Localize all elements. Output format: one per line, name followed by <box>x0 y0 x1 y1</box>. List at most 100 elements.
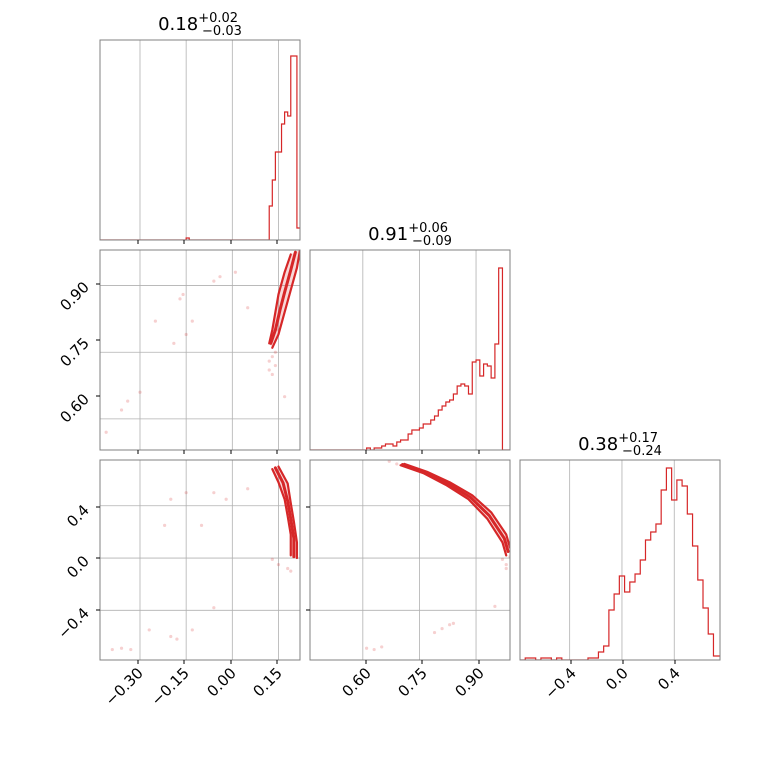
sample-point <box>273 350 277 354</box>
sample-point <box>276 562 281 567</box>
sample-point <box>246 487 250 491</box>
tick-marks <box>96 240 676 664</box>
sample-point <box>212 606 216 610</box>
title-z: 0.38+0.17 −0.24 <box>578 431 662 459</box>
panel-z-histogram-grid <box>569 460 675 660</box>
sample-point <box>178 297 182 301</box>
sample-point <box>283 395 287 399</box>
panel-z-histogram-frame <box>519 459 721 661</box>
sample-point <box>448 623 452 627</box>
sample-point <box>286 566 290 571</box>
sample-point <box>163 523 167 527</box>
sample-point <box>246 306 250 310</box>
sample-point <box>267 359 271 363</box>
sample-point <box>172 341 176 345</box>
sample-point <box>432 630 437 635</box>
panel-x-histogram-grid <box>139 40 279 240</box>
xtick-label-col1-1: 0.75 <box>394 664 430 700</box>
panel-z-histogram-bars <box>520 467 720 660</box>
panel-z-vs-y <box>309 459 511 661</box>
ytick-label-row1-0: 0.90 <box>56 278 92 314</box>
contour-line-mid <box>273 466 296 559</box>
sample-point <box>104 430 108 434</box>
sample-point <box>169 497 173 501</box>
panel-z-vs-y-data <box>365 460 510 652</box>
sample-point <box>267 368 271 372</box>
sample-point <box>493 604 497 609</box>
xtick-label-col2-1: 0.0 <box>602 664 632 694</box>
sample-point <box>365 646 369 650</box>
sample-point <box>289 569 293 573</box>
sample-point <box>110 647 114 652</box>
sample-point <box>184 491 188 495</box>
sample-point <box>270 372 274 377</box>
xtick-label-col1-2: 0.90 <box>451 664 487 700</box>
sample-point <box>233 270 237 274</box>
contour-line-left <box>271 468 292 557</box>
sample-point <box>440 627 444 631</box>
sample-point <box>273 363 277 368</box>
sample-point <box>500 557 505 561</box>
panel-y-histogram-frame <box>309 249 511 451</box>
panel-x-histogram <box>99 39 301 241</box>
sample-point <box>387 460 391 463</box>
panel-z-vs-x <box>99 459 301 661</box>
sample-point <box>190 319 194 323</box>
sample-point <box>218 275 222 279</box>
xtick-label-col1-0: 0.60 <box>338 664 374 700</box>
histogram-step-line <box>520 467 720 660</box>
panel-z-vs-y-grid <box>310 460 510 660</box>
panel-y-vs-x-frame <box>99 249 301 451</box>
panel-z-vs-x-data <box>110 465 299 652</box>
title-x: 0.18+0.02 −0.03 <box>158 11 242 39</box>
sample-point <box>119 646 124 650</box>
sample-point <box>212 491 216 495</box>
title-y: 0.91+0.06 −0.09 <box>368 221 452 249</box>
ytick-label-row1-2: 0.60 <box>56 390 92 426</box>
xtick-label-col0-2: 0.00 <box>203 664 239 700</box>
sample-point <box>380 645 384 649</box>
ytick-label-row2-1: 0.0 <box>63 552 93 582</box>
ytick-label-row1-1: 0.75 <box>56 334 92 370</box>
panel-x-histogram-frame <box>99 39 301 241</box>
sample-point <box>126 399 130 403</box>
sample-point <box>504 566 508 571</box>
panel-y-vs-x <box>99 249 301 451</box>
histogram-step-line <box>100 55 300 240</box>
panel-y-vs-x-grid <box>100 250 300 450</box>
sample-point <box>270 557 274 561</box>
xtick-label-col0-3: 0.15 <box>249 664 285 700</box>
sample-point <box>184 332 188 337</box>
xtick-label-col2-0: −0.4 <box>541 664 579 702</box>
panel-z-vs-y-frame <box>309 459 511 661</box>
sample-point <box>451 621 455 625</box>
sample-point <box>395 462 399 466</box>
panel-z-vs-x-frame <box>99 459 301 661</box>
contour-line-left <box>268 253 292 345</box>
panel-z-histogram <box>519 459 721 661</box>
sample-point <box>224 497 228 501</box>
sample-point <box>190 628 194 632</box>
panel-y-histogram-bars <box>310 267 510 450</box>
sample-point <box>270 355 274 359</box>
sample-point <box>504 562 508 567</box>
histogram-step-line <box>310 267 510 450</box>
xtick-label-col0-1: −0.15 <box>148 664 193 709</box>
contour-line-mid <box>400 463 510 554</box>
sample-point <box>169 634 173 639</box>
contour-line-right <box>271 250 300 349</box>
contour-line-mid <box>269 250 297 345</box>
panel-x-histogram-bars <box>100 55 300 240</box>
panel-z-vs-x-grid <box>100 460 300 660</box>
panel-y-vs-x-data <box>104 250 300 434</box>
sample-point <box>199 523 204 527</box>
ytick-label-row2-0: 0.4 <box>63 501 93 531</box>
sample-point <box>212 279 216 283</box>
ytick-label-row2-2: −0.4 <box>54 604 92 642</box>
sample-point <box>181 292 185 297</box>
contour-line-right <box>277 465 299 560</box>
panel-y-histogram <box>309 249 511 451</box>
sample-point <box>138 390 142 394</box>
sample-point <box>119 408 124 412</box>
